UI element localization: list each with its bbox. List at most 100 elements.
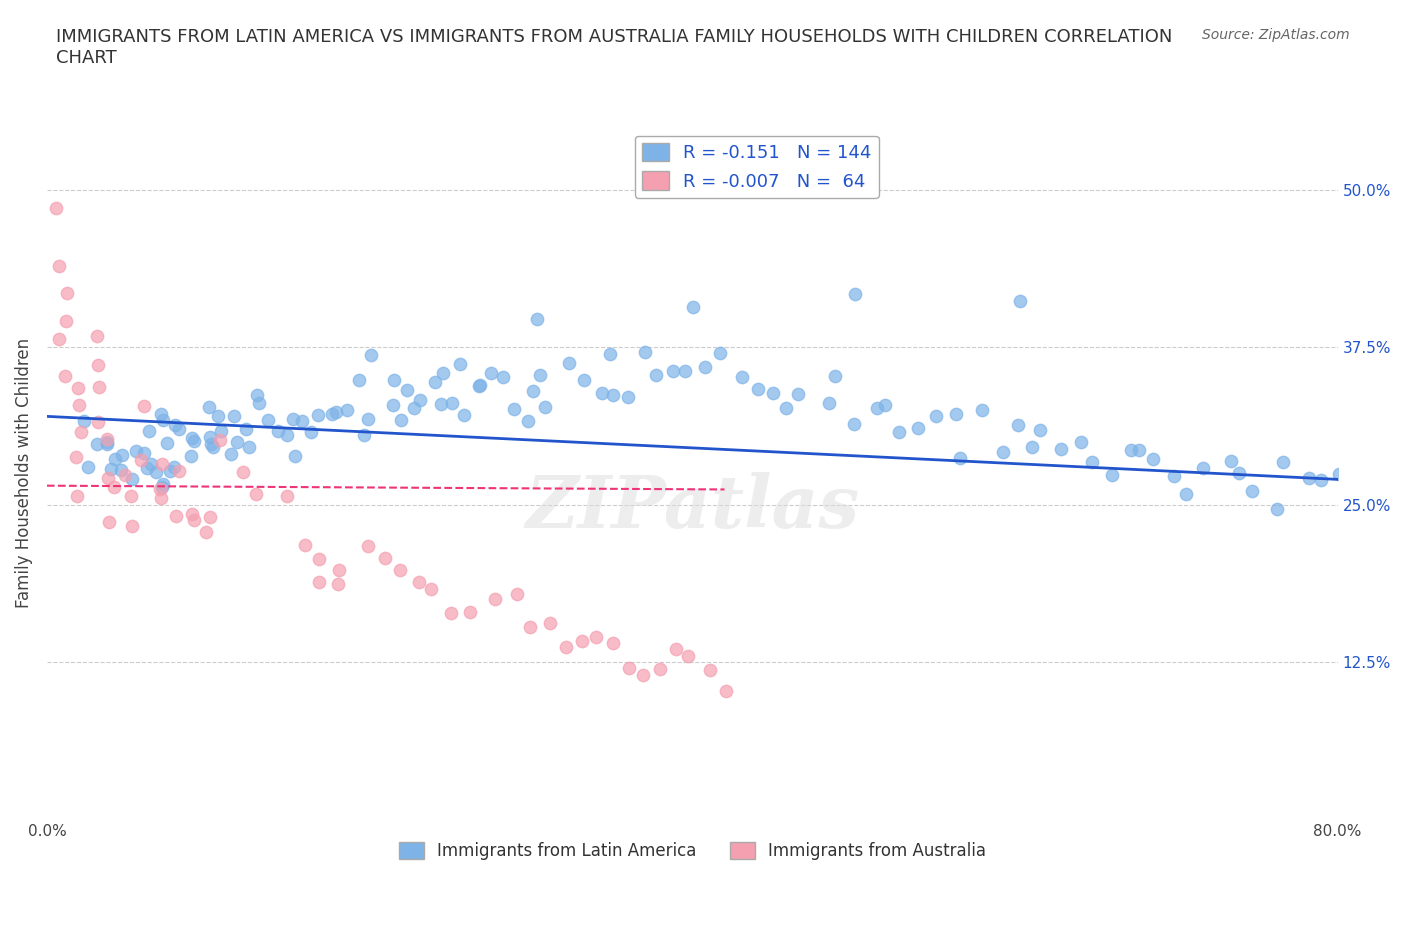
Point (321, 406, 343, 421)
Text: IMMIGRANTS FROM LATIN AMERICA VS IMMIGRANTS FROM AUSTRALIA FAMILY HOUSEHOLDS WIT: IMMIGRANTS FROM LATIN AMERICA VS IMMIGRA… (56, 28, 1173, 67)
Point (328, 563, 350, 578)
Point (202, 440, 225, 455)
Point (198, 430, 221, 445)
Point (257, 412, 280, 427)
Point (167, 463, 190, 478)
Point (1007, 418, 1029, 432)
Point (69, 424, 91, 439)
Point (429, 396, 451, 411)
Point (602, 388, 624, 403)
Point (347, 372, 370, 387)
Point (308, 551, 330, 566)
Point (645, 367, 668, 382)
Point (408, 392, 430, 407)
Point (479, 365, 502, 380)
Point (388, 563, 411, 578)
Point (211, 423, 233, 438)
Point (299, 425, 322, 440)
Point (599, 347, 621, 362)
Point (396, 382, 419, 397)
Point (381, 397, 404, 412)
Text: ZIPatlas: ZIPatlas (526, 472, 859, 543)
Point (53, 369, 76, 384)
Point (924, 408, 946, 423)
Point (887, 425, 910, 440)
Point (308, 575, 330, 590)
Point (538, 616, 561, 631)
Point (103, 480, 125, 495)
Point (506, 586, 529, 601)
Point (1298, 471, 1320, 485)
Point (267, 423, 290, 438)
Point (281, 412, 304, 427)
Point (585, 630, 607, 644)
Y-axis label: Family Households with Children: Family Households with Children (15, 338, 32, 608)
Point (818, 396, 841, 411)
Point (55, 313, 77, 328)
Point (449, 356, 471, 371)
Point (492, 370, 515, 385)
Point (1069, 434, 1091, 449)
Point (235, 421, 257, 436)
Point (761, 385, 783, 400)
Point (972, 403, 994, 418)
Point (86, 437, 108, 452)
Point (145, 464, 167, 479)
Point (453, 407, 475, 422)
Point (824, 369, 846, 384)
Point (134, 398, 156, 413)
Point (87, 358, 110, 373)
Point (650, 662, 672, 677)
Point (325, 405, 347, 419)
Point (152, 457, 174, 472)
Point (209, 432, 232, 447)
Point (529, 367, 551, 382)
Point (516, 413, 538, 428)
Point (402, 401, 425, 416)
Point (97, 515, 120, 530)
Point (617, 660, 640, 675)
Point (353, 427, 375, 442)
Point (152, 477, 174, 492)
Point (1128, 443, 1150, 458)
Point (135, 460, 157, 475)
Point (1050, 442, 1073, 457)
Point (440, 605, 463, 620)
Point (149, 482, 172, 497)
Point (357, 412, 380, 427)
Point (195, 525, 218, 539)
Point (183, 512, 205, 527)
Point (730, 370, 752, 385)
Point (673, 364, 696, 379)
Point (326, 577, 349, 591)
Point (555, 639, 578, 654)
Point (96, 436, 118, 451)
Point (502, 402, 524, 417)
Point (484, 591, 506, 606)
Point (468, 379, 491, 393)
Point (276, 428, 298, 443)
Point (1021, 439, 1043, 454)
Point (571, 633, 593, 648)
Point (284, 448, 307, 463)
Point (149, 406, 172, 421)
Point (714, 684, 737, 698)
Point (207, 408, 229, 423)
Point (533, 400, 555, 415)
Point (1163, 469, 1185, 484)
Point (389, 413, 412, 428)
Point (432, 365, 454, 380)
Point (787, 387, 810, 402)
Point (87, 415, 110, 430)
Point (224, 408, 246, 423)
Point (150, 480, 173, 495)
Point (139, 457, 162, 472)
Point (125, 444, 148, 458)
Point (709, 346, 731, 361)
Point (96, 434, 118, 449)
Point (97, 471, 120, 485)
Point (66, 488, 89, 503)
Point (48, 332, 70, 347)
Point (48, 259, 70, 273)
Point (1329, 467, 1351, 482)
